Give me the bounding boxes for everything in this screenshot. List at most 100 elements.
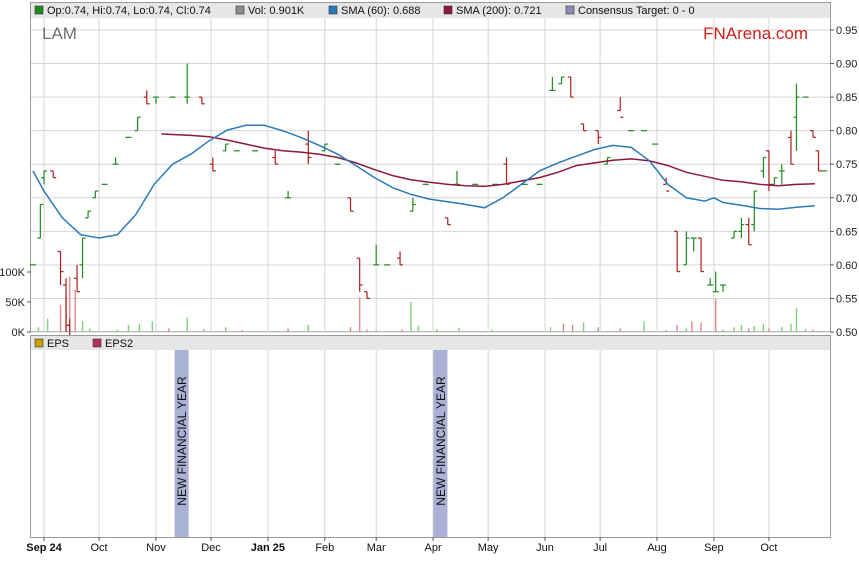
- ohlc-bar: [233, 150, 240, 152]
- ohlc-bar: [112, 157, 119, 165]
- x-tick-label: May: [478, 542, 499, 554]
- eps-legend-bar: [31, 336, 830, 350]
- ohlc-bar: [771, 177, 778, 185]
- x-tick-label: Sep 24: [26, 542, 62, 554]
- price-axis: 0.50 0.55 0.60 0.65 0.70 0.75 0.80 0.85 0.90 0.95: [830, 25, 857, 339]
- ohlc-bar: [549, 76, 556, 92]
- ohlc-bar: [738, 217, 745, 239]
- financial-year-marker: NEW FINANCIAL YEAR: [433, 350, 448, 537]
- legend-swatch: [235, 5, 245, 15]
- ohlc-bar: [712, 271, 719, 293]
- ohlc-bar: [787, 130, 794, 165]
- ohlc-bar: [536, 183, 543, 185]
- x-tick-label: Apr: [425, 542, 442, 554]
- legend-label: EPS2: [105, 338, 133, 350]
- price-tick-label: 0.65: [836, 226, 857, 238]
- ohlc-bar: [252, 150, 259, 152]
- legend-label: EPS: [47, 338, 69, 350]
- ohlc-bar: [641, 130, 648, 132]
- sma200-line: [161, 133, 815, 188]
- legend-label: SMA (60): 0.688: [341, 5, 421, 17]
- legend-label: Op:0.74, Hi:0.74, Lo:0.74, Cl:0.74: [47, 5, 211, 17]
- ohlc-bar: [690, 237, 697, 252]
- ohlc-bar: [169, 96, 176, 98]
- ohlc-bar: [152, 96, 159, 104]
- legend-label: Vol: 0.901K: [248, 5, 305, 17]
- ohlc-bar: [778, 164, 785, 185]
- ohlc-bar: [198, 96, 205, 105]
- ohlc-bar: [422, 183, 429, 185]
- ohlc-bar: [617, 97, 624, 118]
- ohlc-bar: [760, 156, 767, 178]
- financial-year-label: NEW FINANCIAL YEAR: [434, 376, 448, 506]
- ohlc-bar: [334, 163, 341, 165]
- ohlc-bar: [745, 217, 752, 246]
- ohlc-bar: [683, 231, 690, 266]
- ohlc-bar: [74, 264, 81, 293]
- ohlc-bar: [628, 130, 635, 132]
- financial-year-label: NEW FINANCIAL YEAR: [175, 376, 189, 506]
- ohlc-bar: [384, 264, 391, 266]
- financial-year-markers: NEW FINANCIAL YEAR NEW FINANCIAL YEAR: [174, 350, 448, 537]
- financial-year-band: [433, 350, 448, 537]
- ohlc-bar: [567, 76, 574, 98]
- eps-grid-lines: [43, 350, 770, 537]
- volume-tick-label: 0K: [12, 327, 26, 339]
- price-tick-label: 0.85: [836, 92, 857, 104]
- x-axis: Sep 24 Oct Nov Dec Jan 25 Feb Mar Apr May Jun Jul A…: [26, 537, 778, 554]
- ohlc-bar: [79, 237, 86, 279]
- price-tick-label: 0.55: [836, 293, 857, 305]
- ohlc-bar: [347, 197, 354, 212]
- ohlc-bar: [595, 130, 602, 145]
- price-tick-label: 0.80: [836, 126, 857, 138]
- ohlc-bar: [125, 136, 132, 138]
- grid-lines: [31, 18, 830, 333]
- ohlc-bar: [809, 130, 816, 138]
- ohlc-bar: [652, 143, 659, 145]
- ohlc-bar: [558, 76, 565, 85]
- ohlc-bar: [356, 257, 363, 292]
- ohlc-bar: [50, 170, 57, 179]
- ohlc-bar: [101, 183, 108, 185]
- financial-year-marker: NEW FINANCIAL YEAR: [174, 350, 189, 537]
- ohlc-bar: [707, 278, 714, 286]
- price-tick-label: 0.90: [836, 59, 857, 71]
- ohlc-bar: [41, 170, 48, 185]
- ohlc-bar: [802, 96, 809, 98]
- ohlc-bar: [815, 150, 822, 172]
- ohlc-bar: [720, 284, 727, 292]
- financial-year-band: [174, 350, 189, 537]
- ohlc-bar: [409, 197, 416, 212]
- ohlc-bar: [674, 230, 681, 273]
- legend-swatch: [92, 338, 102, 348]
- ohlc-bar: [472, 183, 479, 185]
- ohlc-bar: [397, 251, 404, 266]
- volume-axis: 0K 50K 100K: [0, 267, 31, 339]
- legend-top: Op:0.74, Hi:0.74, Lo:0.74, Cl:0.74 Vol: 0…: [34, 5, 695, 17]
- x-tick-label: Jul: [593, 542, 607, 554]
- price-tick-label: 0.75: [836, 159, 857, 171]
- ohlc-bar: [364, 291, 371, 300]
- price-bars: [30, 63, 827, 340]
- price-tick-label: 0.70: [836, 193, 857, 205]
- ohlc-bar: [143, 90, 150, 105]
- ohlc-bar: [92, 190, 99, 199]
- legend-bottom: EPS EPS2: [34, 338, 133, 350]
- price-tick-label: 0.50: [836, 327, 857, 339]
- legend-swatch: [34, 338, 44, 348]
- ohlc-bar: [821, 170, 827, 172]
- ohlc-bar: [698, 237, 705, 273]
- ohlc-bar: [444, 217, 451, 226]
- price-tick-label: 0.95: [836, 25, 857, 37]
- ohlc-bar: [209, 157, 216, 172]
- price-tick-label: 0.60: [836, 260, 857, 272]
- legend-label: SMA (200): 0.721: [456, 5, 542, 17]
- ohlc-bar: [222, 143, 229, 152]
- ohlc-bar: [373, 244, 380, 266]
- x-tick-label: Nov: [146, 542, 166, 554]
- volume-tick-label: 100K: [0, 267, 26, 279]
- ohlc-bar: [134, 116, 141, 132]
- price-panel-frame: [30, 2, 831, 332]
- eps-panel-frame: [30, 335, 831, 538]
